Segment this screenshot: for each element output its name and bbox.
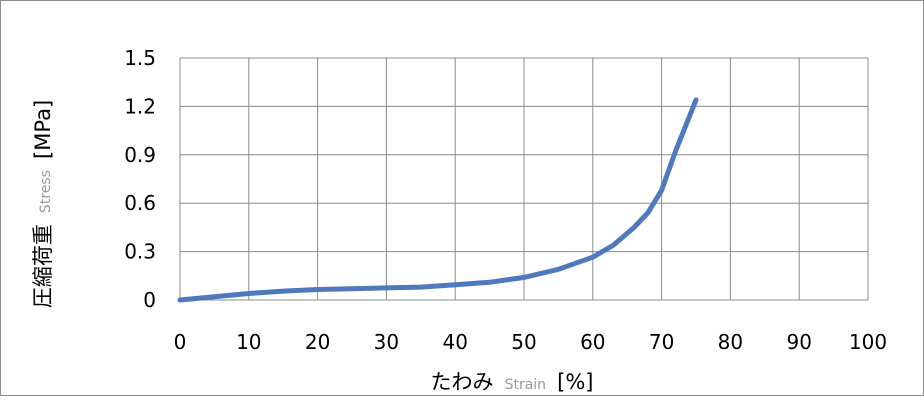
y-axis-label-sub: Stress [38,170,54,213]
x-axis-label-main: たわみ [430,370,493,394]
x-tick-label: 100 [849,330,887,354]
x-tick-label: 60 [580,330,605,354]
x-axis-label: たわみ Strain [%] [430,370,593,394]
x-tick-label: 50 [511,330,536,354]
y-axis-label: 圧縮荷重 Stress [MPa] [31,100,55,308]
y-tick-label: 0.9 [124,143,156,167]
x-axis-label-unit: [%] [557,370,593,394]
series-line [177,97,699,303]
y-axis-label-unit: [MPa] [31,100,55,159]
x-axis-label-sub: Strain [505,377,546,393]
x-tick-label: 30 [374,330,399,354]
y-tick-label: 0.6 [124,191,156,215]
x-tick-label: 90 [786,330,811,354]
x-tick-label: 0 [174,330,187,354]
y-tick-label: 1.5 [124,46,156,70]
y-tick-label: 1.2 [124,94,156,118]
y-axis-label-main: 圧縮荷重 [31,224,55,308]
tick-labels: 0 10 20 30 40 50 60 70 80 90 100 0 0.3 0.6 0.9 1.2 1.5 [124,46,887,354]
x-tick-label: 80 [718,330,743,354]
y-tick-label: 0.3 [124,240,156,264]
x-tick-label: 40 [442,330,467,354]
y-tick-label: 0 [143,288,156,312]
x-tick-label: 70 [649,330,674,354]
x-tick-label: 20 [305,330,330,354]
x-tick-label: 10 [236,330,261,354]
